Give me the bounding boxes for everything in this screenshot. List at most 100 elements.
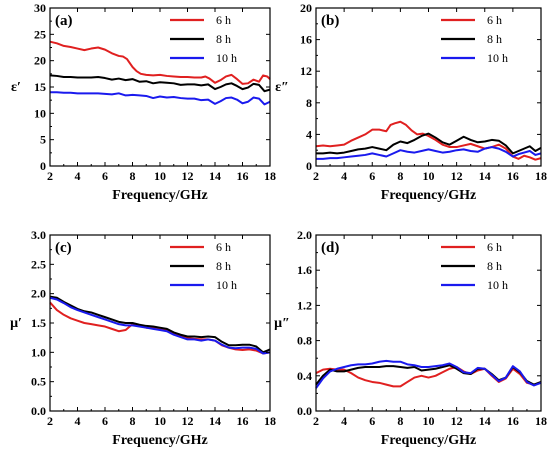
x-axis-title: Frequency/GHz (112, 188, 207, 203)
series-line-10h (49, 296, 271, 355)
x-tick-label: 16 (237, 169, 249, 183)
series-line-8h (316, 132, 542, 155)
x-tick-label: 16 (237, 414, 249, 428)
x-tick-label: 14 (209, 169, 221, 183)
y-tick-label: 2.0 (31, 287, 46, 301)
legend-label: 10 h (487, 51, 508, 65)
y-tick-label: 0.8 (297, 334, 312, 348)
y-tick-label: 30 (34, 1, 46, 15)
x-tick-label: 10 (154, 169, 166, 183)
y-tick-label: 16 (300, 33, 312, 47)
x-tick-label: 14 (209, 414, 221, 428)
x-tick-label: 12 (182, 414, 194, 428)
x-tick-label: 6 (102, 169, 108, 183)
x-tick-label: 8 (130, 169, 136, 183)
x-tick-label: 2 (313, 414, 319, 428)
legend-label: 8 h (216, 32, 231, 46)
x-tick-label: 16 (507, 414, 519, 428)
y-tick-label: 0 (306, 159, 312, 173)
x-tick-label: 12 (451, 169, 463, 183)
y-tick-label: 20 (300, 1, 312, 15)
x-tick-label: 18 (264, 169, 276, 183)
y-tick-label: 8 (306, 96, 312, 110)
panel-a: 2 4 6 8 10 12 14 16 18 0 5 10 15 20 25 30 Frequency/GHz ε… (11, 1, 276, 203)
y-tick-label: 25 (34, 27, 46, 41)
legend-label: 6 h (487, 240, 502, 254)
x-tick-label: 6 (369, 414, 375, 428)
series-line-10h (50, 91, 271, 106)
y-tick-label: 20 (34, 54, 46, 68)
x-tick-label: 4 (341, 414, 347, 428)
x-tick-label: 4 (341, 169, 347, 183)
x-tick-label: 10 (423, 169, 435, 183)
y-tick-label: 0 (40, 159, 46, 173)
y-axis-title: μ″ (274, 316, 290, 331)
series-line-8h (49, 74, 271, 93)
y-tick-label: 4 (306, 127, 312, 141)
y-axis-title: ε″ (275, 80, 289, 95)
x-tick-label: 8 (130, 414, 136, 428)
x-tick-label: 6 (102, 414, 108, 428)
panel-label: (d) (321, 240, 339, 256)
legend-label: 10 h (487, 278, 508, 292)
x-tick-label: 16 (507, 169, 519, 183)
x-tick-label: 18 (264, 414, 276, 428)
x-tick-label: 14 (479, 169, 491, 183)
x-axis-title: Frequency/GHz (381, 433, 476, 448)
panel-b: 2 4 6 8 10 12 14 16 18 0 4 8 12 16 20 Frequency/GHz ε″ (b… (275, 1, 547, 203)
x-tick-label: 6 (369, 169, 375, 183)
x-tick-label: 4 (75, 169, 81, 183)
y-tick-label: 1.2 (297, 298, 312, 312)
legend-label: 10 h (216, 278, 237, 292)
x-tick-label: 18 (535, 414, 547, 428)
y-tick-label: 2.0 (297, 228, 312, 242)
panel-label: (c) (55, 240, 72, 256)
y-tick-label: 3.0 (31, 228, 46, 242)
series-line-10h (316, 146, 542, 160)
y-tick-label: 12 (300, 64, 312, 78)
legend-label: 8 h (487, 32, 502, 46)
x-tick-label: 8 (397, 169, 403, 183)
x-axis-title: Frequency/GHz (381, 188, 476, 203)
y-tick-label: 2.5 (31, 257, 46, 271)
y-tick-label: 0.0 (31, 404, 46, 418)
series-line-8h (49, 295, 271, 354)
legend-label: 6 h (216, 240, 231, 254)
panel-label: (b) (321, 13, 339, 29)
x-tick-label: 4 (75, 414, 81, 428)
x-tick-label: 2 (47, 414, 53, 428)
x-tick-label: 2 (313, 169, 319, 183)
x-axis-title: Frequency/GHz (112, 433, 207, 448)
panel-d: 2 4 6 8 10 12 14 16 18 0.0 0.4 0.8 1.2 1.6 2.0 Frequenc… (274, 228, 547, 448)
y-tick-label: 1.6 (297, 263, 312, 277)
y-tick-label: 1.0 (31, 345, 46, 359)
legend-label: 6 h (487, 13, 502, 27)
legend-label: 8 h (216, 259, 231, 273)
series-line-6h (49, 40, 271, 85)
x-tick-label: 10 (154, 414, 166, 428)
series-line-10h (315, 359, 542, 389)
y-axis-title: ε′ (11, 80, 21, 95)
plot-frame (315, 234, 542, 412)
y-tick-label: 1.5 (31, 316, 46, 330)
panel-label: (a) (55, 13, 73, 29)
series-line-6h (315, 120, 542, 161)
legend-label: 8 h (487, 259, 502, 273)
legend-label: 6 h (216, 13, 231, 27)
x-tick-label: 10 (423, 414, 435, 428)
y-tick-label: 0.0 (297, 404, 312, 418)
y-tick-label: 0.5 (31, 375, 46, 389)
y-tick-label: 15 (34, 80, 46, 94)
x-tick-label: 14 (479, 414, 491, 428)
y-axis-title: μ′ (10, 316, 22, 331)
x-tick-label: 12 (451, 414, 463, 428)
x-tick-label: 2 (47, 169, 53, 183)
y-tick-label: 10 (34, 106, 46, 120)
y-tick-label: 0.4 (297, 369, 312, 383)
x-tick-label: 18 (535, 169, 547, 183)
x-tick-label: 8 (397, 414, 403, 428)
x-tick-label: 12 (182, 169, 194, 183)
legend-label: 10 h (216, 51, 237, 65)
panel-c: 2 4 6 8 10 12 14 16 18 0.0 0.5 1.0 1.5 2.0 2.5 3.0 Frequ… (10, 228, 276, 448)
